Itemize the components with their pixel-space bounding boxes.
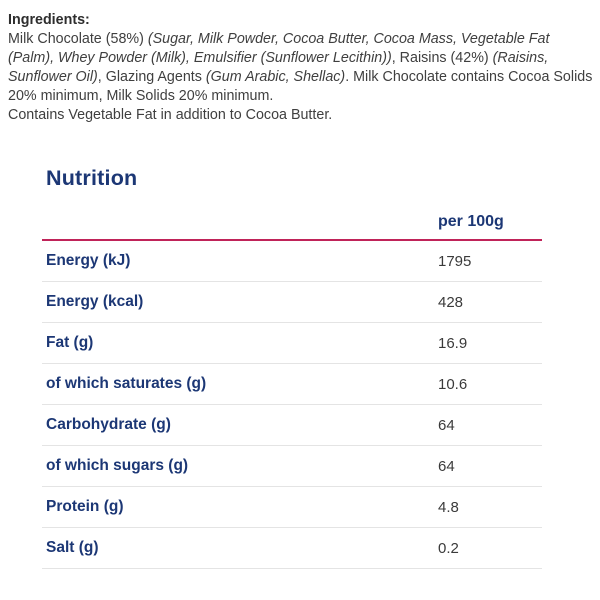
nutrient-label: of which saturates (g) bbox=[46, 375, 207, 392]
ingredient-segment: (Raisins, Sunflower Oil) bbox=[8, 50, 549, 85]
nutrition-row-sugars: of which sugars (g) 64 bbox=[42, 446, 542, 487]
nutrient-label: Fat (g) bbox=[46, 334, 94, 351]
nutrient-value: 0.2 bbox=[438, 539, 459, 557]
nutrient-label: Energy (kJ) bbox=[46, 252, 131, 269]
nutrient-label: of which sugars (g) bbox=[46, 457, 189, 474]
nutrition-title: Nutrition bbox=[46, 166, 138, 190]
nutrient-label: Energy (kcal) bbox=[46, 293, 144, 310]
ingredient-segment: (Gum Arabic, Shellac) bbox=[205, 69, 346, 85]
ingredient-segment: Milk Chocolate (58%) bbox=[8, 31, 148, 47]
nutrient-label: Carbohydrate (g) bbox=[46, 416, 171, 433]
ingredients-text: Milk Chocolate (58%) (Sugar, Milk Powder… bbox=[8, 30, 594, 106]
ingredients-section: Ingredients: Milk Chocolate (58%) (Sugar… bbox=[0, 0, 600, 125]
nutrition-row-fat: Fat (g) 16.9 bbox=[42, 323, 542, 364]
nutrition-table-header: per 100g bbox=[42, 190, 542, 241]
nutrient-label: Salt (g) bbox=[46, 539, 99, 556]
nutrition-row-energy-kcal: Energy (kcal) 428 bbox=[42, 282, 542, 323]
ingredient-segment: , Raisins (42%) bbox=[391, 50, 493, 66]
nutrient-label: Protein (g) bbox=[46, 498, 124, 515]
nutrient-value: 4.8 bbox=[438, 498, 459, 516]
ingredients-note: Contains Vegetable Fat in addition to Co… bbox=[8, 107, 333, 123]
nutrient-value: 64 bbox=[438, 457, 455, 475]
nutrient-value: 428 bbox=[438, 293, 464, 311]
nutrient-value: 1795 bbox=[438, 252, 472, 270]
nutrition-table: per 100g Energy (kJ) 1795 Energy (kcal) … bbox=[42, 190, 542, 569]
ingredient-segment: , Glazing Agents bbox=[97, 69, 206, 85]
nutrition-row-carbohydrate: Carbohydrate (g) 64 bbox=[42, 405, 542, 446]
ingredients-heading: Ingredients: bbox=[8, 12, 90, 28]
ingredient-segment: . Milk Chocolate contains Cocoa Solids 2… bbox=[8, 69, 593, 104]
nutrient-value: 10.6 bbox=[438, 375, 468, 393]
nutrient-value: 16.9 bbox=[438, 334, 468, 352]
nutrition-row-energy-kj: Energy (kJ) 1795 bbox=[42, 241, 542, 282]
nutrition-row-saturates: of which saturates (g) 10.6 bbox=[42, 364, 542, 405]
nutrition-row-protein: Protein (g) 4.8 bbox=[42, 487, 542, 528]
nutrient-value: 64 bbox=[438, 416, 455, 434]
per-100g-column-header: per 100g bbox=[438, 213, 504, 230]
nutrition-row-salt: Salt (g) 0.2 bbox=[42, 528, 542, 569]
ingredient-segment: (Sugar, Milk Powder, Cocoa Butter, Cocoa… bbox=[8, 31, 550, 66]
